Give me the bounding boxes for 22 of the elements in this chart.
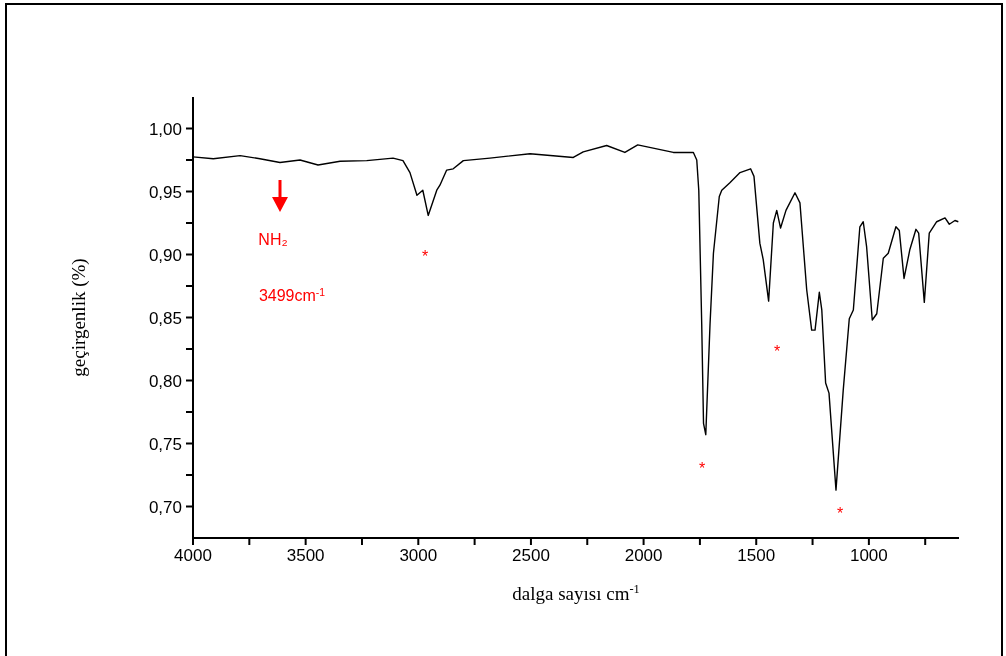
x-tick-label: 2000 xyxy=(624,546,663,566)
x-tick-label: 1000 xyxy=(849,546,888,566)
y-tick-label: 0,75 xyxy=(148,434,182,454)
y-tick-label: 1,00 xyxy=(148,119,182,139)
y-tick-label: 0,95 xyxy=(148,182,182,202)
annotation: * xyxy=(836,504,844,522)
y-tick-label: 0,80 xyxy=(148,371,182,391)
x-tick-label: 4000 xyxy=(174,546,212,566)
y-tick-label: 0,85 xyxy=(148,308,182,328)
annotation: * xyxy=(421,247,429,265)
x-tick-label: 3000 xyxy=(399,546,438,566)
annotation: * xyxy=(698,459,706,477)
x-tick-label: 1500 xyxy=(737,546,776,566)
x-tick-label: 2500 xyxy=(512,546,550,566)
x-axis-title: dalga sayısı cm$^{-1}$ xyxy=(512,582,640,604)
annotation: 3499cm$^{-1}$ xyxy=(258,286,326,304)
annotation: NH₂ xyxy=(258,230,288,248)
annotation: * xyxy=(773,342,781,360)
x-tick-label: 3500 xyxy=(286,546,325,566)
y-tick-label: 0,70 xyxy=(148,497,182,517)
y-axis-title: geçirgenlik (%) xyxy=(68,258,90,377)
y-tick-label: 0,90 xyxy=(148,245,182,265)
